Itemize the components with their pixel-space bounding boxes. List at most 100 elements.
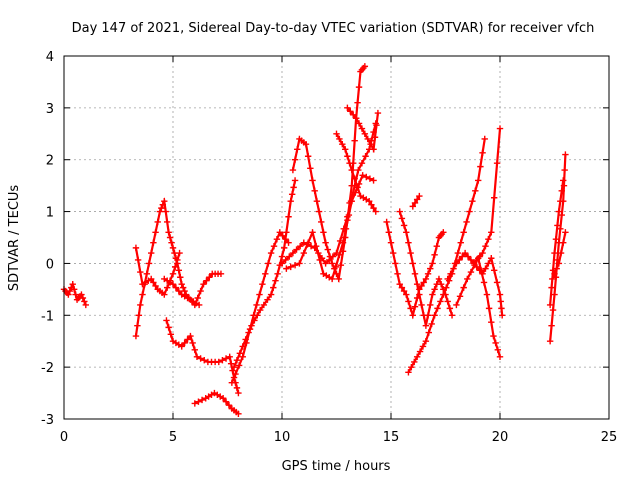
data-point: [143, 270, 151, 277]
x-tick-label: 15: [383, 430, 400, 445]
data-point: [493, 279, 501, 286]
data-point: [560, 177, 567, 184]
data-point: [560, 239, 567, 246]
data-point: [288, 191, 296, 198]
data-point: [289, 166, 297, 174]
data-point: [287, 263, 294, 271]
data-point: [389, 249, 397, 257]
data-point: [175, 287, 183, 295]
data-point: [454, 249, 462, 257]
data-point: [344, 104, 351, 112]
data-point: [447, 270, 454, 277]
data-point: [165, 229, 172, 236]
data-point: [342, 225, 350, 233]
data-point: [443, 284, 450, 291]
x-tick-label: 25: [601, 430, 618, 445]
data-point: [464, 275, 471, 283]
data-point: [352, 115, 360, 122]
data-point: [416, 192, 423, 200]
data-point: [181, 339, 188, 347]
data-point: [145, 260, 153, 267]
data-point: [555, 208, 563, 215]
series-arc-3: [132, 244, 183, 298]
data-point: [354, 184, 361, 191]
data-point: [344, 153, 351, 160]
data-point: [440, 291, 447, 298]
series-arc-23: [549, 229, 569, 283]
data-point: [348, 166, 355, 174]
data-point: [203, 277, 210, 284]
data-point: [178, 280, 185, 288]
data-point: [488, 319, 495, 326]
data-point: [477, 163, 484, 170]
data-point: [311, 187, 318, 195]
data-point: [193, 353, 201, 360]
data-point: [396, 280, 403, 288]
series-line: [455, 255, 502, 358]
data-point: [418, 301, 425, 309]
data-point: [154, 218, 161, 226]
data-point: [270, 284, 277, 291]
data-point: [463, 218, 470, 226]
data-point: [169, 270, 177, 277]
y-tick-label: -1: [41, 309, 54, 324]
y-tick-label: -3: [41, 413, 54, 428]
data-point: [137, 268, 144, 276]
data-point: [437, 298, 444, 305]
data-point: [339, 140, 346, 148]
data-point: [235, 362, 243, 369]
data-point: [403, 291, 410, 298]
data-point: [219, 395, 227, 402]
tick-labels: 0 5 10 15 20 25 -3 -2 -1 0 1 2 3 4: [41, 50, 617, 445]
data-point: [159, 201, 167, 208]
data-point: [444, 298, 451, 305]
data-point: [405, 239, 412, 246]
data-point: [490, 332, 497, 340]
data-point: [270, 242, 278, 250]
data-point: [148, 275, 155, 283]
data-point: [177, 274, 184, 281]
data-point: [294, 146, 301, 153]
data-point: [551, 270, 558, 277]
data-point: [363, 173, 370, 181]
data-point: [364, 135, 371, 143]
data-point: [483, 291, 491, 298]
data-point: [174, 256, 181, 264]
data-point: [562, 229, 569, 236]
data-point: [278, 260, 286, 267]
data-point: [336, 135, 343, 143]
data-point: [361, 130, 369, 137]
data-point: [137, 301, 144, 309]
data-point: [70, 286, 78, 293]
data-point: [548, 284, 555, 291]
data-point: [79, 294, 87, 302]
data-point: [172, 284, 180, 291]
data-point: [354, 99, 361, 106]
data-point: [250, 312, 257, 319]
series-line: [385, 221, 445, 320]
data-point: [409, 260, 416, 267]
data-point: [328, 260, 336, 267]
data-point: [197, 287, 204, 295]
data-point: [358, 125, 366, 132]
data-point: [351, 175, 358, 182]
data-point: [161, 291, 168, 298]
data-point: [197, 355, 204, 362]
data-point: [278, 253, 286, 260]
series-arc-11: [283, 172, 377, 283]
y-tick-label: 0: [46, 257, 54, 272]
data-point: [134, 256, 142, 264]
data-point: [291, 261, 299, 269]
data-point: [456, 256, 463, 264]
data-point: [367, 140, 374, 148]
data-point: [422, 322, 430, 329]
data-point: [428, 320, 435, 328]
data-point: [132, 332, 140, 340]
data-point: [413, 280, 421, 288]
data-point: [473, 263, 480, 271]
data-point: [549, 275, 556, 283]
data-point: [219, 357, 226, 364]
y-tick-label: 2: [46, 154, 54, 169]
data-point: [309, 177, 316, 184]
